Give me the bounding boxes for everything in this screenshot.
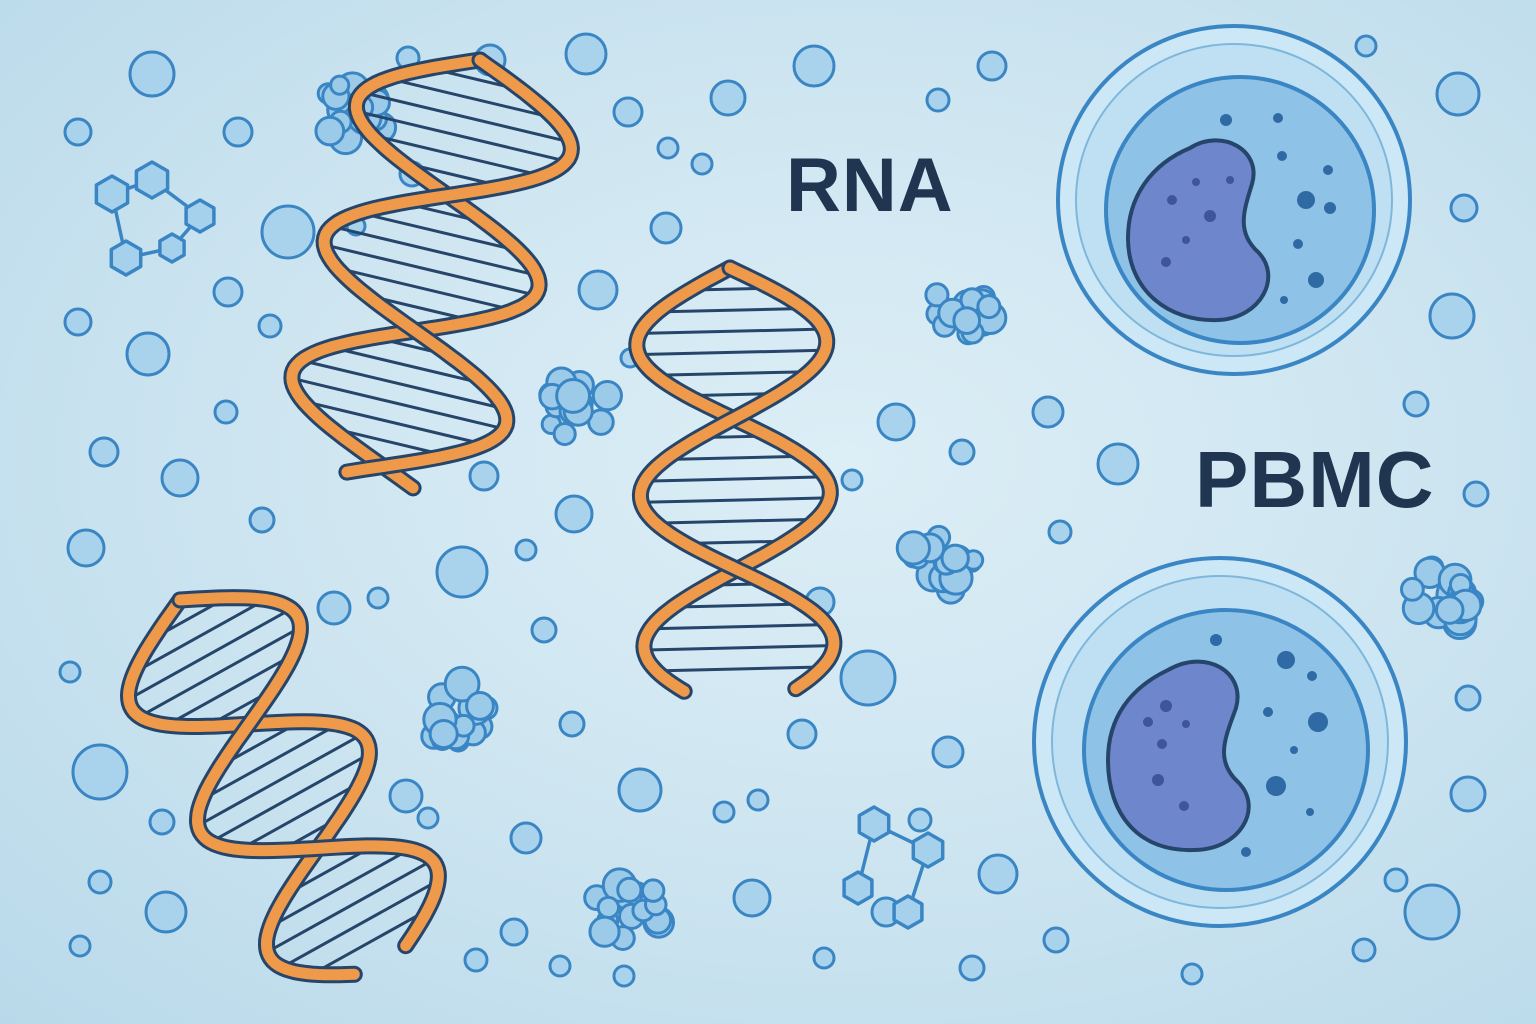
bubble [257, 313, 283, 339]
bubble [1351, 937, 1377, 963]
molecule-cluster [1399, 556, 1485, 641]
bubble [366, 586, 390, 610]
bubble [564, 32, 608, 76]
bubble [577, 269, 619, 311]
bubble [746, 788, 770, 812]
bubble [248, 506, 276, 534]
double-helix [283, 51, 580, 497]
bubble [63, 307, 93, 337]
bubble [1180, 962, 1204, 986]
bubble [499, 917, 529, 947]
bubble [958, 954, 986, 982]
bubble [786, 718, 818, 750]
bubble [1449, 193, 1479, 223]
bubble [66, 528, 106, 568]
bubble [87, 869, 113, 895]
bubble [213, 399, 239, 425]
bubble [260, 204, 316, 260]
bubble [88, 436, 120, 468]
bubble [435, 545, 489, 599]
bubble [876, 402, 916, 442]
bubble [1403, 883, 1461, 941]
bubble [144, 890, 188, 934]
bubble [514, 538, 538, 562]
bubble [1042, 926, 1070, 954]
double-helix [628, 259, 843, 700]
bubble [1462, 480, 1490, 508]
bubble [907, 807, 933, 833]
bubble [530, 616, 558, 644]
bubble [612, 964, 636, 988]
bubble [1354, 34, 1378, 58]
bubble [839, 649, 897, 707]
bubble [148, 808, 176, 836]
bubble [649, 211, 683, 245]
bubble [656, 136, 680, 160]
bubble [612, 96, 644, 128]
bubble [1428, 292, 1476, 340]
bubble [63, 117, 93, 147]
bubble [948, 438, 976, 466]
bubble [1402, 390, 1430, 418]
bubble [1435, 71, 1481, 117]
pbmc-label: PBMC [1195, 435, 1435, 524]
nucleus [1105, 659, 1251, 853]
bubble [509, 821, 543, 855]
bubble [558, 710, 586, 738]
bubble [1449, 775, 1487, 813]
rna-label: RNA [786, 143, 954, 228]
pbmc-cell-top [1056, 24, 1412, 376]
bubble [316, 590, 352, 626]
bubble [71, 743, 129, 801]
molecule-cluster [538, 366, 623, 447]
bubble [554, 494, 594, 534]
bubble [712, 800, 736, 824]
bubble [1047, 519, 1073, 545]
bubble [128, 50, 176, 98]
bubble [812, 946, 836, 970]
hexagon-molecule [94, 160, 216, 277]
molecule-cluster [895, 524, 985, 605]
rna-helices [119, 51, 843, 984]
bubble [1383, 867, 1409, 893]
bubble [976, 50, 1008, 82]
hexagon-molecule [842, 805, 945, 930]
bubble [68, 934, 92, 958]
bubble [709, 79, 747, 117]
bubble [690, 152, 714, 176]
bubble [1096, 442, 1140, 486]
pbmc-cell-bottom [1032, 556, 1408, 928]
double-helix [119, 589, 447, 984]
molecule-cluster [583, 867, 676, 951]
bubble [1031, 395, 1065, 429]
bubble [416, 806, 440, 830]
bubble [732, 878, 772, 918]
bubble [160, 458, 200, 498]
molecule-cluster [420, 665, 495, 753]
bubble [548, 954, 572, 978]
hexagon-molecules [94, 160, 945, 930]
bubble [212, 276, 244, 308]
bubble [977, 853, 1019, 895]
background-bubbles [58, 32, 1490, 988]
bubble [925, 87, 951, 113]
molecule-cluster [924, 282, 1008, 346]
bubble [1454, 684, 1482, 712]
bubble [463, 947, 489, 973]
bubble [617, 767, 663, 813]
bubble [468, 460, 500, 492]
bubble [792, 44, 836, 88]
bubble [58, 660, 82, 684]
bubble [388, 778, 424, 814]
bubble [125, 331, 171, 377]
nucleus [1125, 138, 1271, 323]
bubble [931, 735, 965, 769]
bubble [222, 116, 254, 148]
bubble [840, 468, 864, 492]
